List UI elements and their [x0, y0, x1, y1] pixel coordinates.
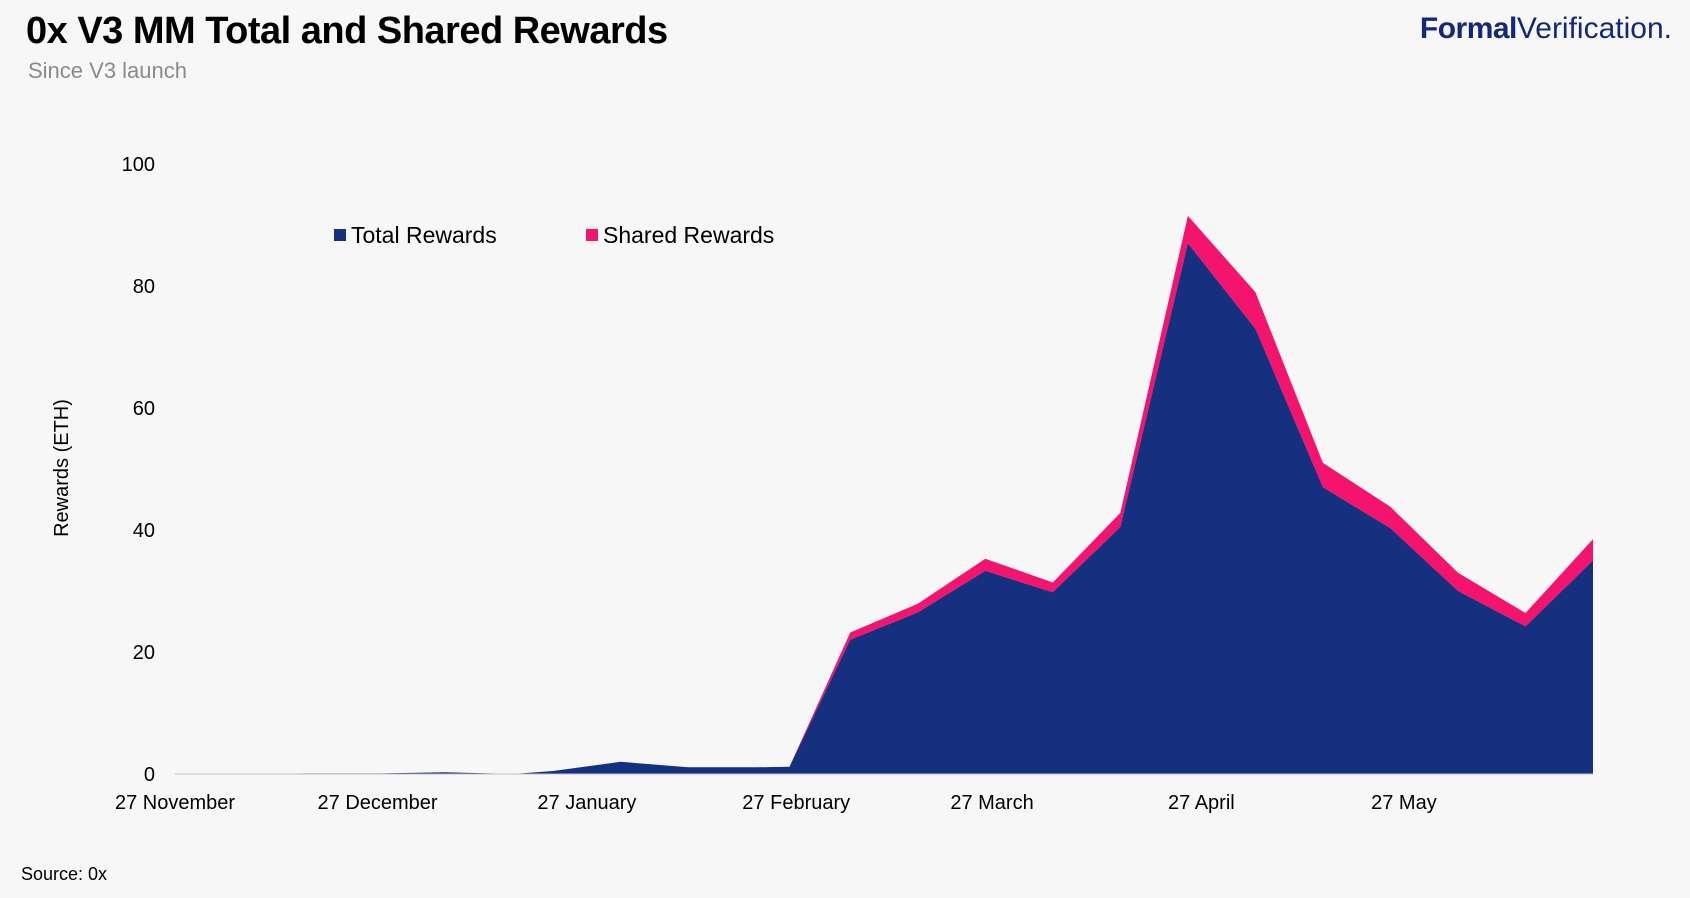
brand-logo-light: Verification.	[1516, 12, 1672, 45]
y-tick-label: 0	[144, 764, 155, 786]
source-note: Source: 0x	[21, 864, 108, 884]
brand-logo: FormalVerification.	[1420, 12, 1672, 46]
brand-logo-strong: Formal	[1419, 12, 1518, 45]
x-tick-label: 27 January	[537, 792, 636, 814]
x-tick-label: 27 December	[318, 792, 438, 814]
y-tick-label: 40	[133, 520, 155, 542]
x-tick-label: 27 February	[742, 792, 850, 814]
legend-shared-rewards-swatch	[586, 229, 598, 241]
chart-subtitle: Since V3 launch	[28, 58, 187, 83]
y-tick-label: 100	[122, 154, 155, 176]
x-tick-label: 27 April	[1168, 792, 1235, 814]
chart-legend: Total Rewards Shared Rewards	[334, 222, 774, 248]
series-total-rewards-area	[175, 243, 1593, 775]
x-tick-label: 27 May	[1371, 792, 1437, 814]
x-tick-label: 27 March	[950, 792, 1033, 814]
legend-total-rewards-label: Total Rewards	[351, 222, 497, 248]
y-tick-label: 20	[133, 642, 155, 664]
chart-title: 0x V3 MM Total and Shared Rewards	[26, 10, 668, 52]
y-tick-label: 80	[133, 276, 155, 298]
legend-total-rewards-swatch	[334, 229, 346, 241]
y-axis-label: Rewards (ETH)	[51, 399, 73, 537]
y-tick-label: 60	[133, 398, 155, 420]
x-tick-label: 27 November	[115, 792, 235, 814]
legend-shared-rewards-label: Shared Rewards	[603, 222, 774, 248]
